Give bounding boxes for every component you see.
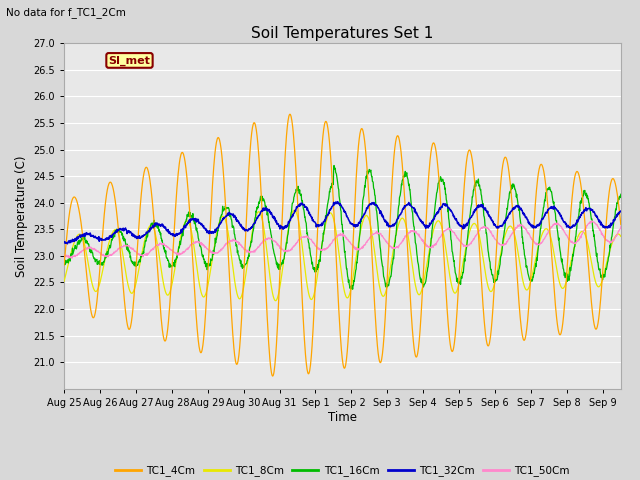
Legend: TC1_4Cm, TC1_8Cm, TC1_16Cm, TC1_32Cm, TC1_50Cm: TC1_4Cm, TC1_8Cm, TC1_16Cm, TC1_32Cm, TC… <box>111 461 573 480</box>
Y-axis label: Soil Temperature (C): Soil Temperature (C) <box>15 155 28 277</box>
X-axis label: Time: Time <box>328 410 357 424</box>
Text: SI_met: SI_met <box>109 55 150 66</box>
Title: Soil Temperatures Set 1: Soil Temperatures Set 1 <box>252 25 433 41</box>
Text: No data for f_TC1_2Cm: No data for f_TC1_2Cm <box>6 7 126 18</box>
